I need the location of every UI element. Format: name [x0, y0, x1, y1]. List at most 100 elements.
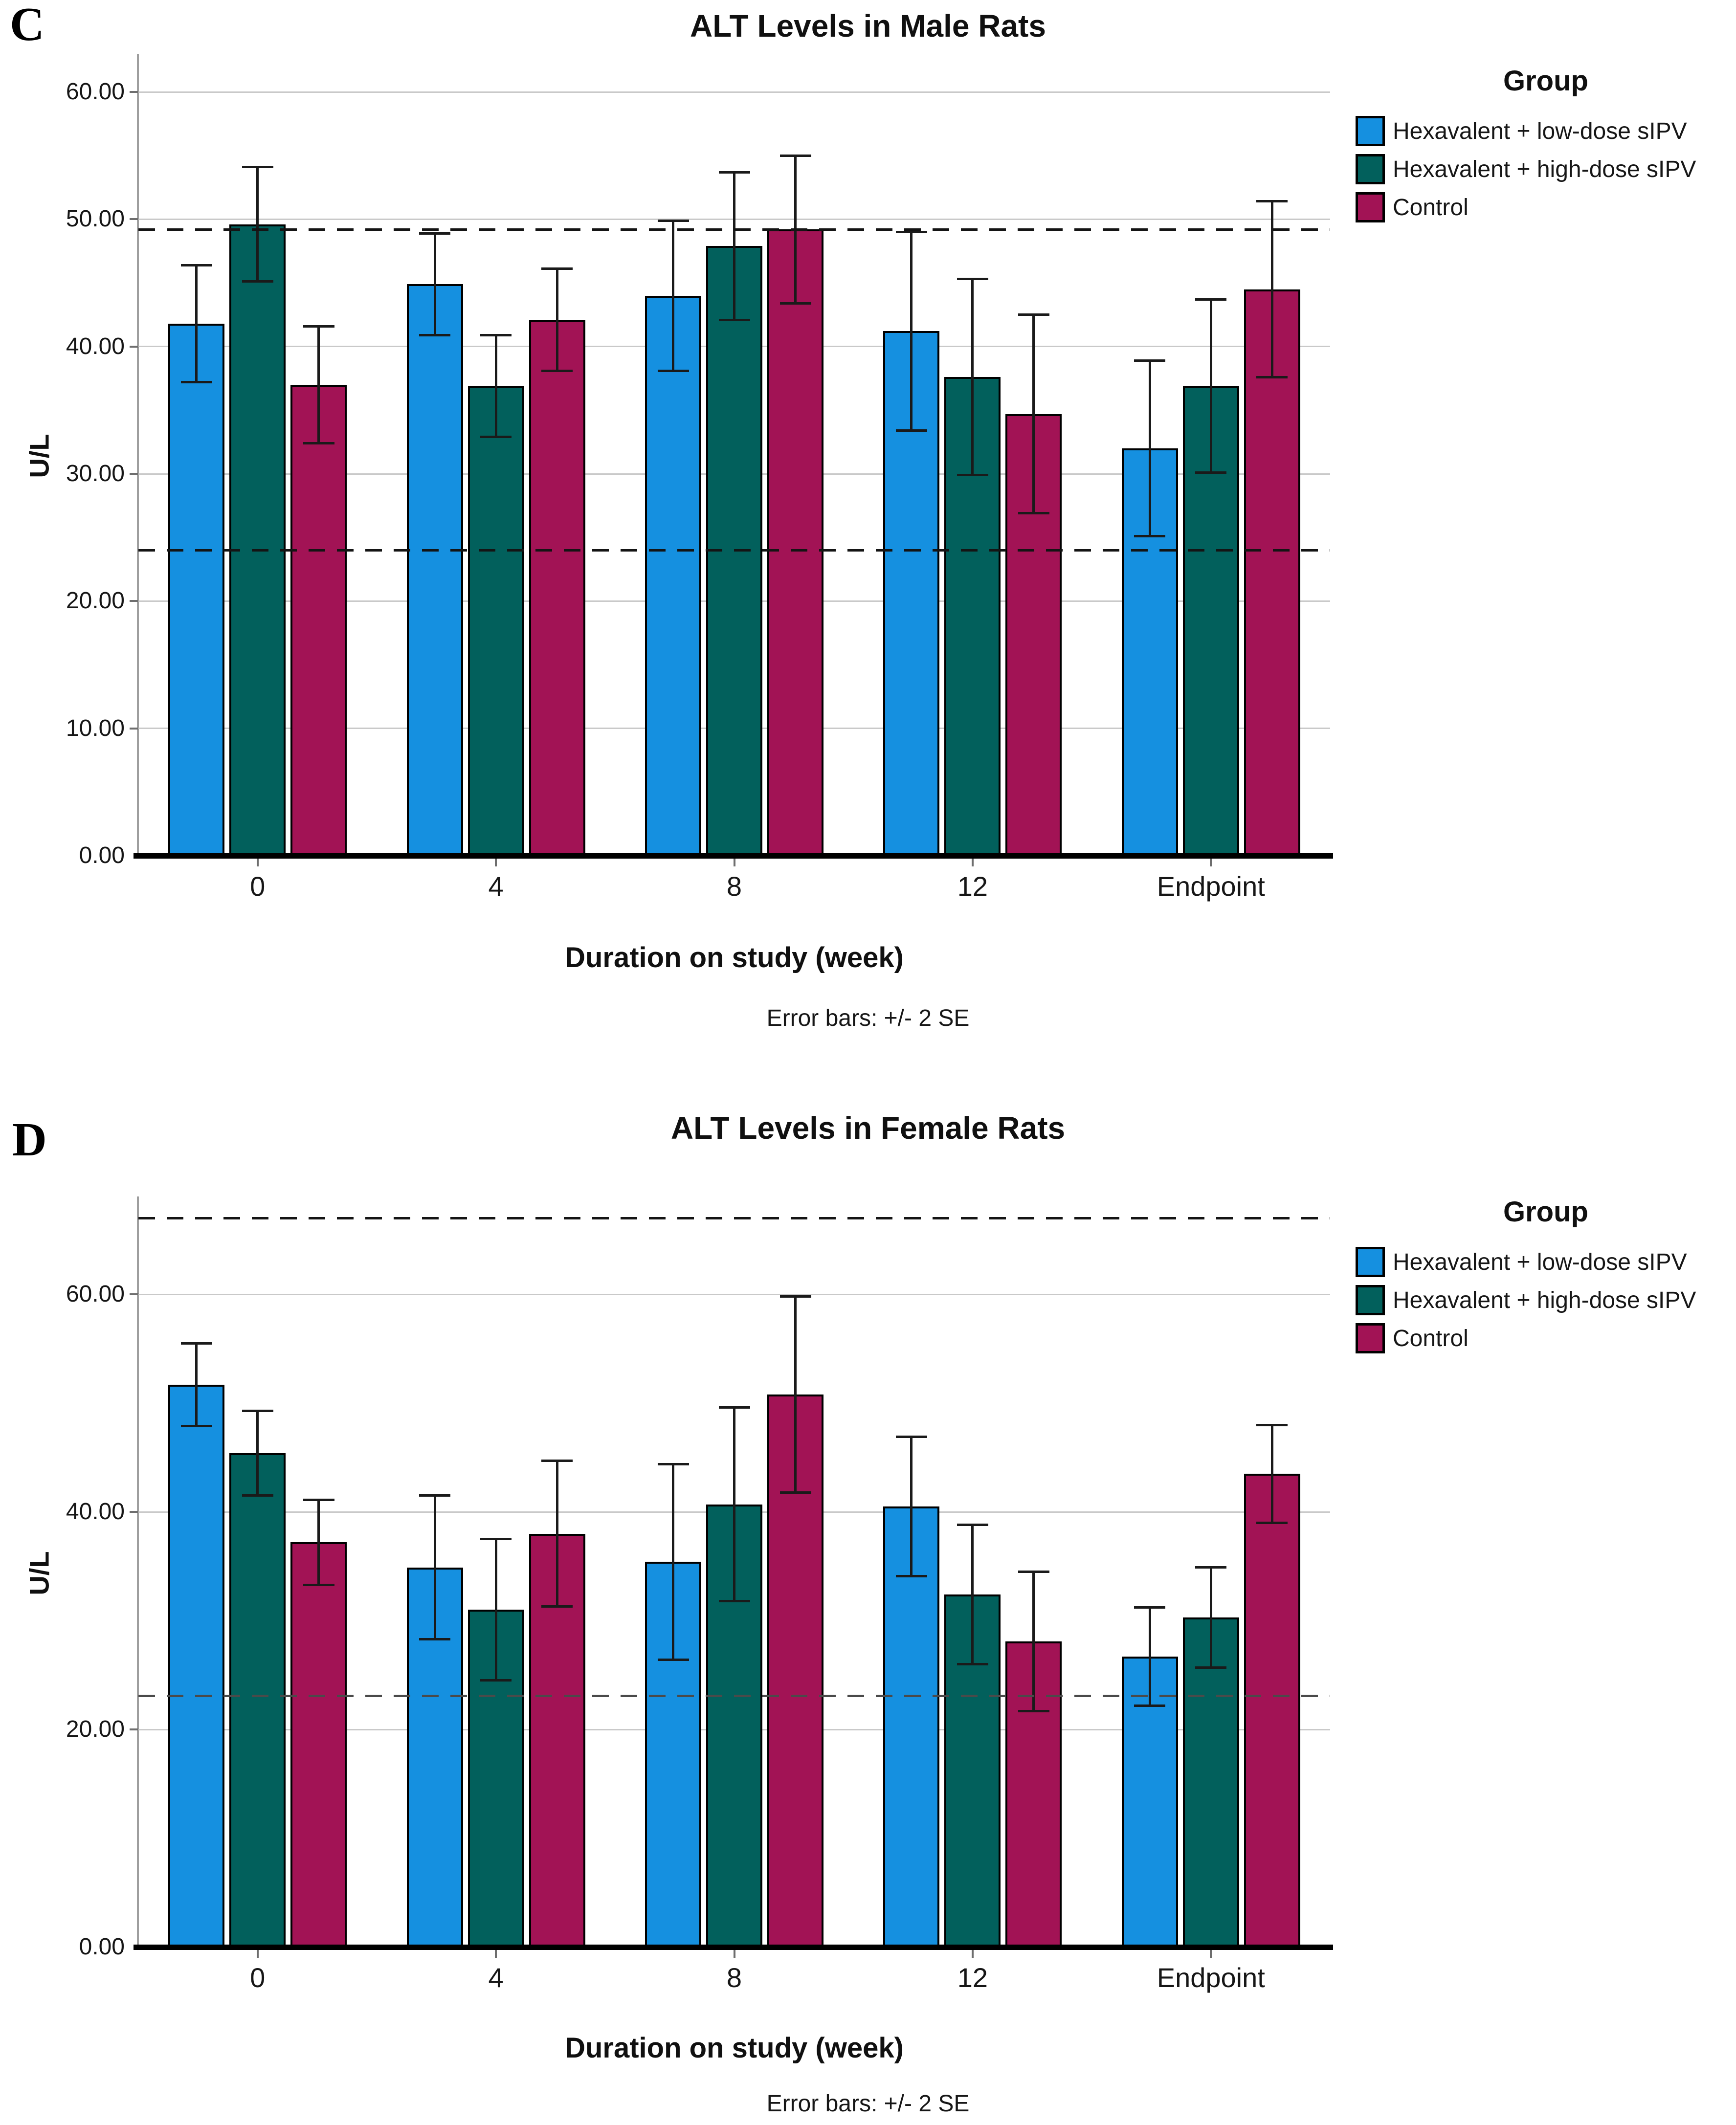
error-bar: [556, 1461, 558, 1607]
bar: [645, 295, 701, 856]
error-bar-cap: [1134, 1606, 1166, 1609]
error-bar: [195, 1343, 198, 1426]
bar: [229, 1453, 286, 1947]
bar: [1244, 289, 1300, 856]
bar: [767, 1394, 823, 1947]
x-tick-label: 12: [957, 1962, 988, 1993]
legend-swatch-high-dose-icon: [1356, 154, 1385, 184]
legend-female: Group Hexavalent + low-dose sIPV Hexaval…: [1356, 1195, 1736, 1361]
x-tick-mark: [495, 1950, 497, 1958]
error-bar: [256, 167, 259, 282]
error-bar-cap: [303, 325, 334, 328]
error-bar-cap: [419, 333, 451, 336]
error-bar-cap: [180, 1424, 212, 1427]
error-bar-cap: [1134, 359, 1166, 362]
error-bar-cap: [895, 230, 927, 233]
error-bar-cap: [303, 1583, 334, 1586]
reference-line: [138, 228, 1330, 231]
error-bar-cap: [657, 219, 689, 222]
legend-swatch-control-icon: [1356, 192, 1385, 222]
error-bar: [1032, 314, 1035, 513]
x-axis-label-female: Duration on study (week): [565, 2032, 904, 2064]
x-tick-label: 0: [250, 1962, 266, 1993]
error-bar: [672, 1464, 674, 1660]
error-bar: [317, 326, 320, 443]
error-bar-cap: [895, 1574, 927, 1577]
legend-title: Group: [1503, 65, 1588, 97]
gridline: [138, 1293, 1330, 1295]
y-tick-mark: [130, 1293, 138, 1296]
error-bar: [317, 1500, 320, 1585]
error-bar-cap: [895, 429, 927, 432]
error-bar-cap: [480, 1679, 512, 1682]
x-tick-label: 0: [250, 871, 266, 902]
x-tick-mark: [733, 859, 735, 866]
legend-label: Hexavalent + low-dose sIPV: [1393, 1249, 1687, 1275]
chart-title-female: ALT Levels in Female Rats: [670, 1110, 1066, 1146]
y-tick-mark: [130, 1511, 138, 1513]
y-tick-mark: [130, 473, 138, 475]
x-tick-mark: [1210, 1950, 1212, 1958]
bar: [168, 1384, 225, 1947]
y-tick-label: 0.00: [79, 842, 125, 868]
bar: [883, 1506, 940, 1947]
error-bar: [733, 1407, 735, 1601]
y-tick-label: 10.00: [66, 715, 125, 741]
error-bar-cap: [957, 1524, 988, 1527]
legend-swatch-low-dose-icon: [1356, 116, 1385, 146]
y-axis-label-male: U/L: [23, 434, 55, 478]
error-bar: [494, 335, 497, 437]
legend-swatch-control-icon: [1356, 1323, 1385, 1353]
error-bar-cap: [1256, 200, 1288, 203]
bar: [229, 224, 286, 856]
error-bars-note-male: Error bars: +/- 2 SE: [766, 1005, 970, 1031]
error-bar: [794, 1296, 797, 1493]
x-tick-label: Endpoint: [1157, 871, 1265, 902]
x-tick-mark: [1210, 859, 1212, 866]
error-bar: [256, 1411, 259, 1496]
legend-label: Hexavalent + high-dose sIPV: [1393, 1287, 1696, 1313]
y-tick-label: 20.00: [66, 1716, 125, 1743]
error-bar-cap: [957, 278, 988, 281]
panel-letter-d: D: [12, 1113, 47, 1166]
error-bar-cap: [1018, 313, 1049, 316]
y-tick-mark: [130, 727, 138, 730]
error-bar-cap: [1195, 471, 1227, 474]
error-bar-cap: [541, 1605, 573, 1608]
error-bar-cap: [303, 1499, 334, 1502]
legend-swatch-low-dose-icon: [1356, 1247, 1385, 1277]
panel-male-rats: C ALT Levels in Male Rats U/L 0.00 10.00 2…: [10, 0, 1736, 1031]
x-tick-mark: [256, 1950, 259, 1958]
bar: [290, 384, 347, 856]
error-bar-cap: [1018, 1571, 1049, 1573]
x-tick-mark: [971, 1950, 974, 1958]
legend-label: Hexavalent + low-dose sIPV: [1393, 118, 1687, 144]
panel-female-rats: D ALT Levels in Female Rats U/L 0.00 20.0…: [0, 1076, 1736, 2125]
error-bar: [195, 265, 198, 382]
error-bar: [1148, 1607, 1151, 1706]
error-bar-cap: [541, 267, 573, 270]
error-bar-cap: [657, 369, 689, 372]
error-bar: [910, 232, 913, 431]
error-bar-cap: [242, 1494, 273, 1497]
error-bar-cap: [180, 264, 212, 266]
plot-area-female: 0.00 20.00 40.00 60.00 0 4 8 12 Endpoint: [66, 1196, 1333, 1993]
legend-item-high-dose: Hexavalent + high-dose sIPV: [1356, 1285, 1736, 1315]
bar: [467, 386, 524, 856]
error-bar-cap: [180, 1342, 212, 1345]
y-axis-label-female: U/L: [23, 1551, 55, 1595]
error-bar-cap: [541, 1460, 573, 1462]
x-tick-mark: [971, 859, 974, 866]
error-bar: [1032, 1572, 1035, 1711]
legend-item-high-dose: Hexavalent + high-dose sIPV: [1356, 154, 1736, 184]
bar: [529, 320, 585, 856]
error-bar-cap: [1195, 1666, 1227, 1669]
legend-swatch-high-dose-icon: [1356, 1285, 1385, 1315]
error-bar-cap: [718, 1406, 750, 1409]
error-bar: [910, 1437, 913, 1576]
error-bar-cap: [242, 1409, 273, 1412]
error-bar: [672, 221, 674, 371]
error-bar-cap: [1256, 1423, 1288, 1426]
error-bar-cap: [1134, 535, 1166, 538]
legend-item-low-dose: Hexavalent + low-dose sIPV: [1356, 116, 1736, 146]
